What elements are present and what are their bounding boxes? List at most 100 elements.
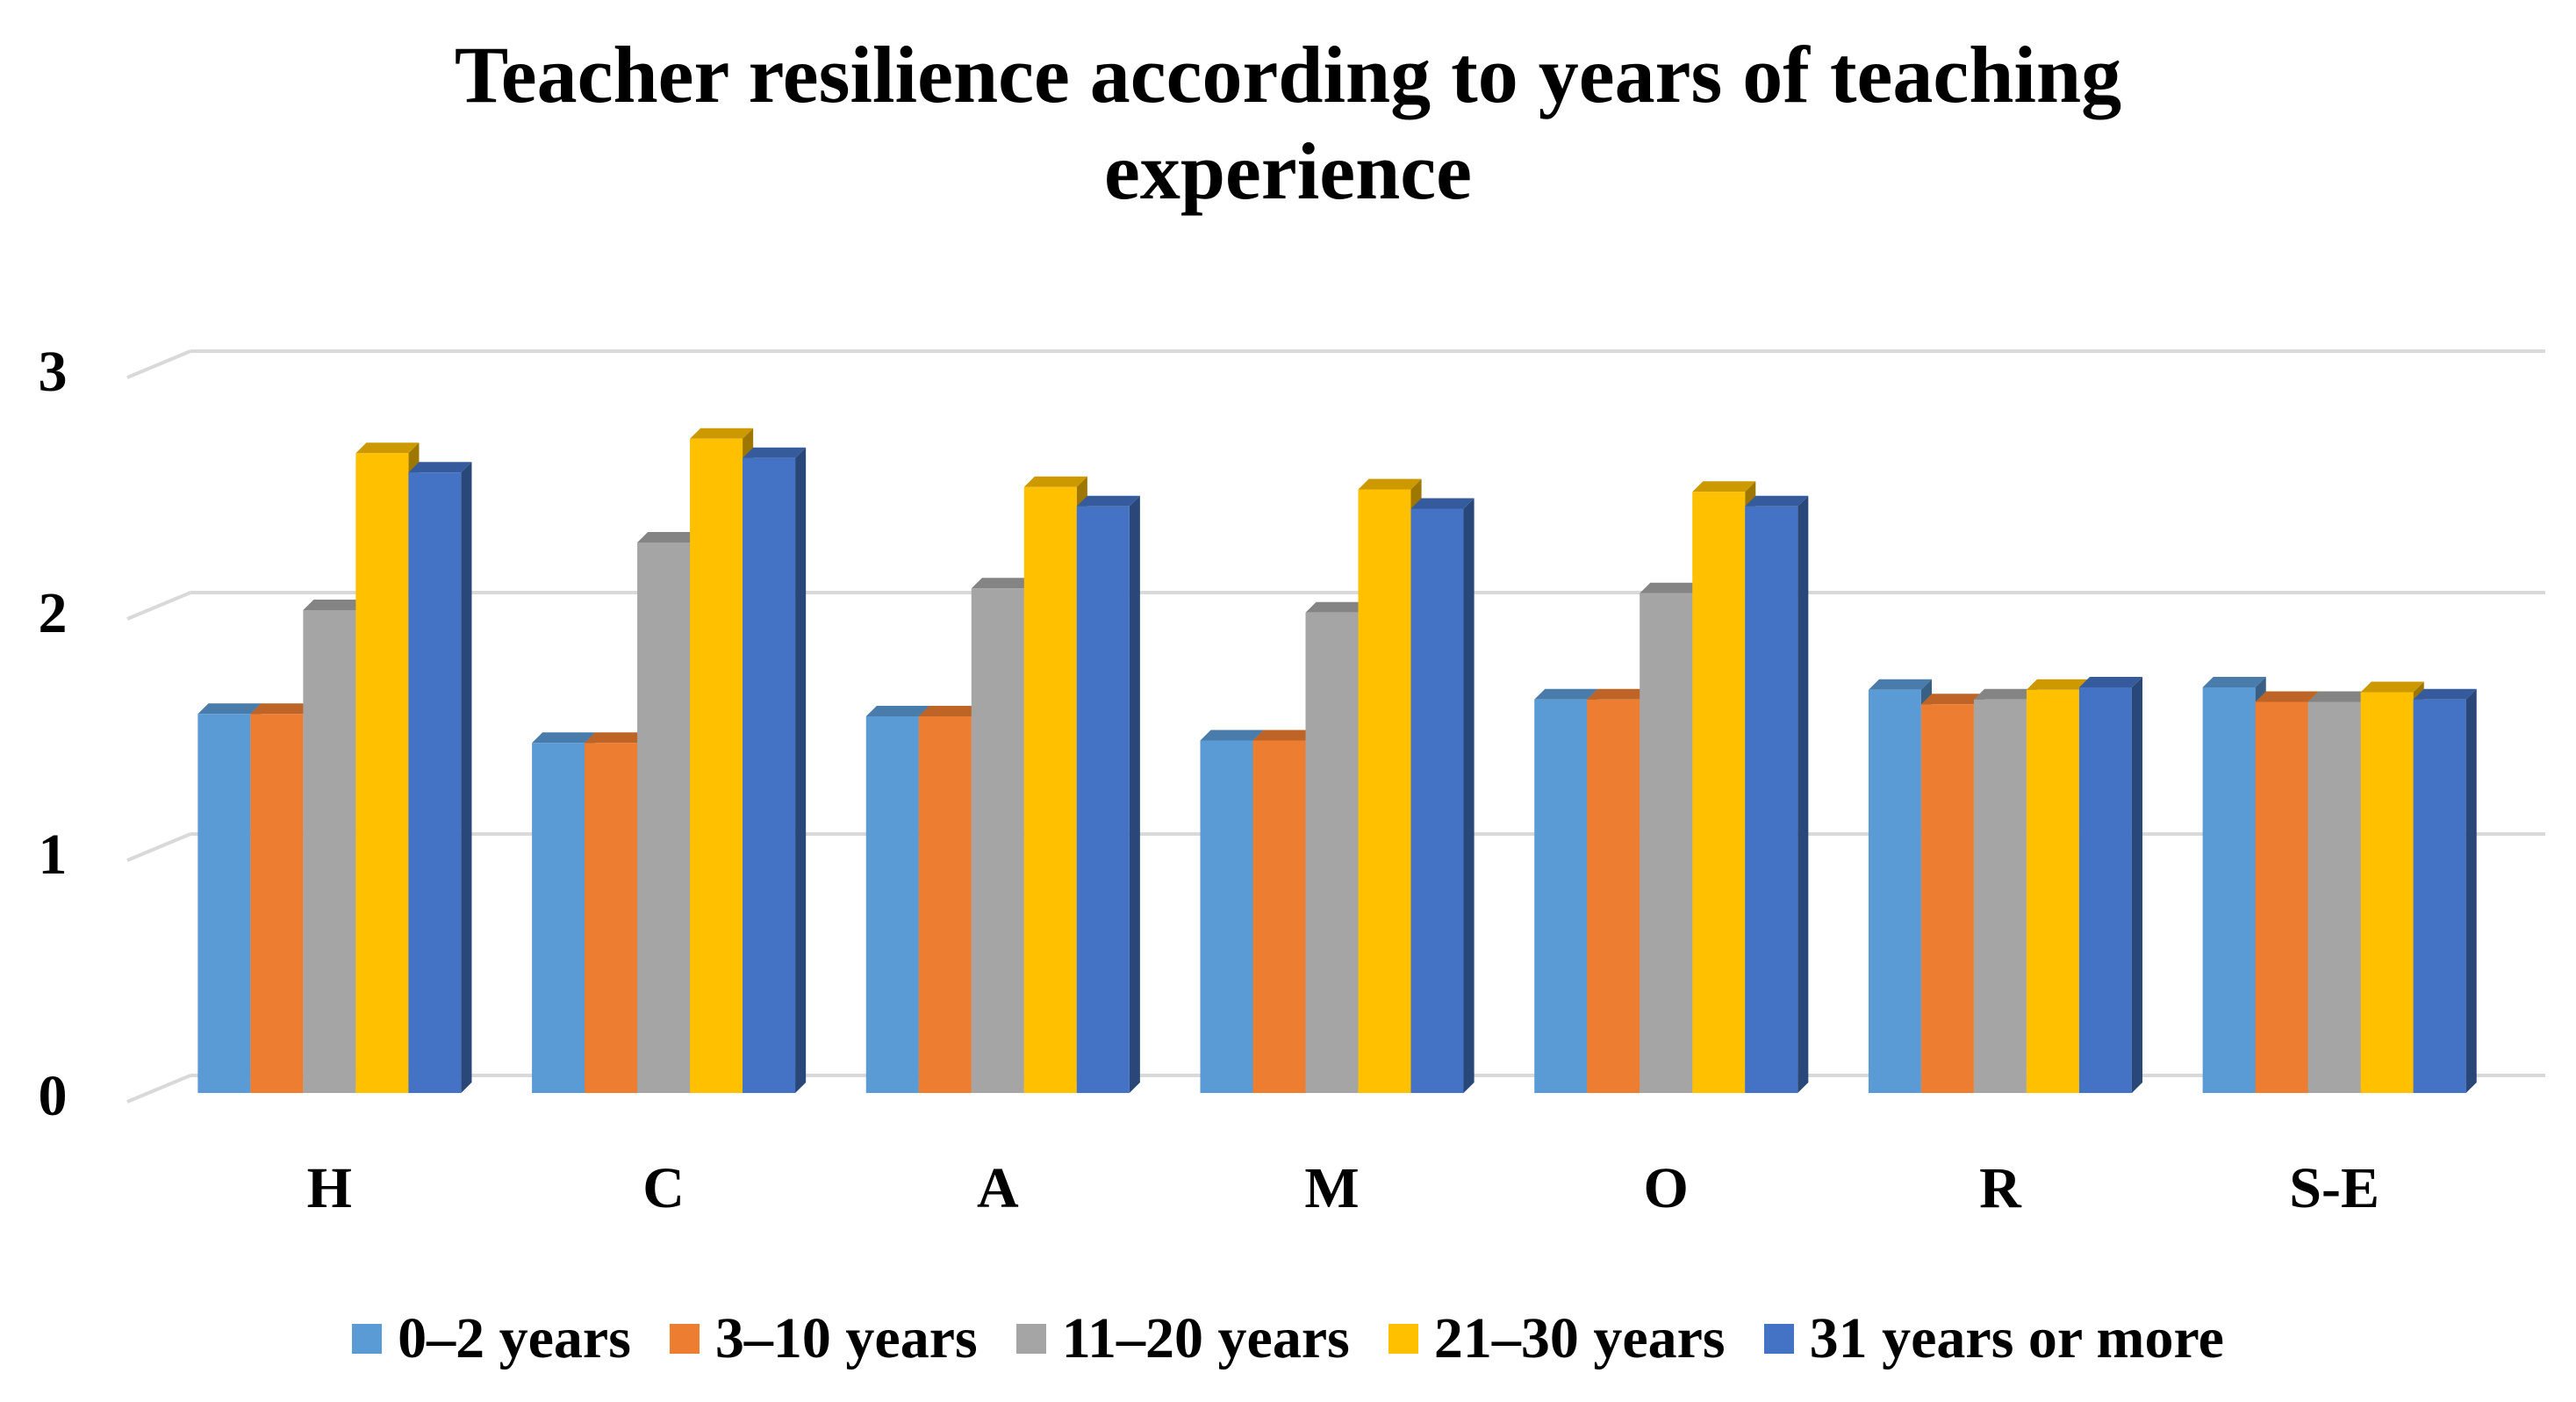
x-tick-label: O	[1644, 1156, 1689, 1220]
gridline-depth	[126, 832, 191, 862]
bar	[1023, 486, 1077, 1093]
bar-top	[585, 732, 649, 744]
legend-swatch-icon	[352, 1324, 383, 1354]
bar-top	[1358, 478, 1422, 490]
bar	[2360, 692, 2414, 1093]
bar	[1868, 689, 1921, 1093]
bar-top	[303, 600, 367, 610]
bar	[2026, 689, 2079, 1093]
bar-top	[408, 462, 472, 473]
bar	[1305, 612, 1359, 1093]
bar-side	[2131, 677, 2143, 1093]
bar-top	[197, 703, 262, 715]
legend-swatch-icon	[669, 1324, 700, 1354]
bar	[637, 543, 691, 1093]
bar-top	[2255, 691, 2319, 702]
legend: 0–2 years 3–10 years 11–20 years 21–30 y…	[0, 1299, 2576, 1378]
gridline-depth	[126, 349, 191, 379]
bar-top	[1745, 495, 1809, 507]
bar	[1692, 492, 1746, 1093]
bar	[918, 716, 972, 1093]
bar-top	[1534, 688, 1598, 700]
bar	[1534, 699, 1588, 1093]
bar-top	[1640, 582, 1704, 593]
bar-top	[1023, 476, 1087, 487]
legend-label: 0–2 years	[398, 1306, 631, 1370]
y-tick-label: 3	[39, 340, 68, 404]
x-tick-label: S-E	[2289, 1156, 2379, 1220]
bar-top	[971, 578, 1035, 589]
bar-top	[2360, 681, 2424, 693]
bar-top	[1410, 498, 1475, 509]
legend-item: 21–30 years	[1388, 1305, 1726, 1372]
bar-top	[1692, 481, 1756, 492]
legend-swatch-icon	[1388, 1324, 1418, 1354]
bar	[1200, 740, 1253, 1093]
bar-chart: 0 1 2 3 H C A M O R S-E	[39, 340, 2545, 1220]
bar-side	[2465, 688, 2477, 1093]
legend-label: 3–10 years	[714, 1306, 978, 1370]
bar-top	[1305, 601, 1369, 613]
bar	[971, 588, 1024, 1093]
chart-title-line-1: Teacher resilience according to years of…	[454, 30, 2122, 119]
bar-top	[690, 428, 754, 439]
bar	[690, 438, 743, 1093]
bar-side	[1797, 495, 1809, 1093]
bar	[1587, 699, 1640, 1093]
gridline-depth	[126, 1074, 191, 1104]
bar	[1410, 508, 1464, 1093]
bar	[865, 716, 919, 1093]
bar	[585, 743, 638, 1093]
gridline-depth	[126, 591, 191, 621]
bar	[408, 472, 462, 1093]
bar	[303, 610, 356, 1093]
bar-side	[795, 447, 807, 1093]
legend-label: 31 years or more	[1809, 1306, 2224, 1370]
bar-top	[532, 732, 596, 744]
bar	[1973, 699, 2027, 1093]
bar-top	[1076, 495, 1140, 507]
bar	[743, 457, 796, 1093]
bar	[250, 714, 304, 1093]
x-tick-label: M	[1304, 1156, 1359, 1220]
bar-top	[355, 442, 420, 454]
bar-side	[1463, 498, 1475, 1093]
bar-top	[2078, 677, 2143, 687]
bar	[355, 453, 409, 1093]
bar	[1252, 740, 1306, 1093]
bar-top	[1587, 688, 1651, 700]
bar-top	[1973, 688, 2038, 700]
bar	[1640, 593, 1693, 1093]
bar-top	[2307, 691, 2371, 702]
bar-top	[2202, 677, 2266, 687]
bar	[532, 743, 585, 1093]
y-tick-label: 2	[39, 581, 68, 645]
chart-title-line-2: experience	[1104, 126, 1472, 217]
legend-label: 11–20 years	[1061, 1306, 1350, 1370]
bar-top	[1920, 694, 1985, 705]
y-tick-label: 1	[39, 823, 68, 887]
bar-top	[637, 532, 701, 543]
bar	[2255, 701, 2308, 1093]
legend-item: 3–10 years	[669, 1305, 978, 1372]
legend-item: 11–20 years	[1015, 1305, 1350, 1372]
bar	[1358, 489, 1411, 1093]
bar-top	[918, 706, 982, 716]
bar-side	[1129, 495, 1140, 1093]
legend-swatch-icon	[1763, 1324, 1794, 1354]
y-tick-label: 0	[39, 1064, 68, 1128]
bar	[2413, 699, 2466, 1093]
bar	[1745, 506, 1798, 1093]
x-tick-label: A	[977, 1156, 1019, 1220]
bar	[2202, 687, 2256, 1093]
x-tick-label: H	[307, 1156, 352, 1220]
bar-top	[1200, 730, 1264, 741]
bar-side	[461, 462, 472, 1093]
bar-top	[1252, 730, 1317, 741]
legend-label: 21–30 years	[1433, 1306, 1726, 1370]
bar	[197, 714, 251, 1093]
bar	[2307, 701, 2361, 1093]
legend-item: 0–2 years	[352, 1305, 631, 1372]
x-tick-label: R	[1979, 1156, 2022, 1220]
bar-top	[2413, 688, 2477, 700]
